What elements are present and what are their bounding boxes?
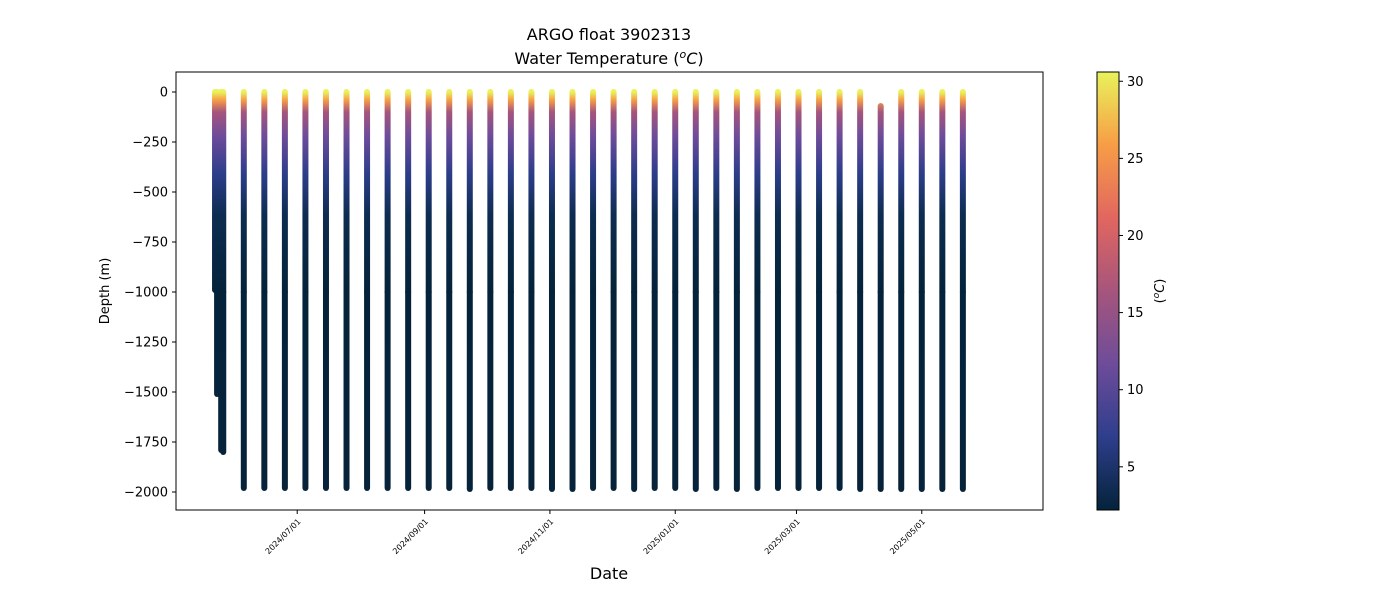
colorbar-tick-label: 15 bbox=[1127, 306, 1144, 321]
x-tick-label: 2024/09/01 bbox=[391, 517, 430, 556]
y-tick-label: −1500 bbox=[124, 386, 168, 401]
plot-frame bbox=[175, 71, 1044, 511]
chart-title: ARGO float 3902313 bbox=[527, 25, 691, 44]
y-tick-label: −1250 bbox=[124, 336, 168, 351]
y-tick-label: −750 bbox=[132, 236, 168, 251]
y-tick-label: −250 bbox=[132, 136, 168, 151]
colorbar-tick-label: 10 bbox=[1127, 383, 1144, 398]
y-axis-label: Depth (m) bbox=[98, 258, 113, 325]
x-tick-label: 2024/07/01 bbox=[264, 517, 303, 556]
x-tick-label: 2025/05/01 bbox=[888, 517, 927, 556]
colorbar bbox=[1096, 71, 1120, 511]
y-tick-label: −1000 bbox=[124, 286, 168, 301]
x-tick-label: 2025/01/01 bbox=[642, 517, 681, 556]
plot-area bbox=[212, 89, 966, 492]
colorbar-tick-label: 5 bbox=[1127, 460, 1135, 475]
x-axis-label: Date bbox=[590, 564, 628, 583]
x-tick-label: 2025/03/01 bbox=[763, 517, 802, 556]
y-tick-label: −2000 bbox=[124, 486, 168, 501]
colorbar-tick-label: 25 bbox=[1127, 152, 1144, 167]
y-tick-label: −1750 bbox=[124, 436, 168, 451]
colorbar-tick-label: 20 bbox=[1127, 229, 1144, 244]
y-tick-label: 0 bbox=[160, 86, 168, 101]
x-axis: 2024/07/01 2024/09/01 2024/11/01 2025/01/01… bbox=[264, 510, 927, 556]
colorbar-ticks: 5 10 15 20 25 30 bbox=[1119, 75, 1144, 475]
y-tick-label: −500 bbox=[132, 186, 168, 201]
y-axis: 0 −250 −500 −750 −1000 −1250 −1500 −1750 −2000 bbox=[124, 86, 176, 501]
colorbar-label: (oC) bbox=[1152, 279, 1168, 304]
chart-subtitle: Water Temperature (oC) bbox=[514, 48, 703, 68]
colorbar-tick-label: 30 bbox=[1127, 75, 1144, 90]
x-tick-label: 2024/11/01 bbox=[516, 517, 555, 556]
